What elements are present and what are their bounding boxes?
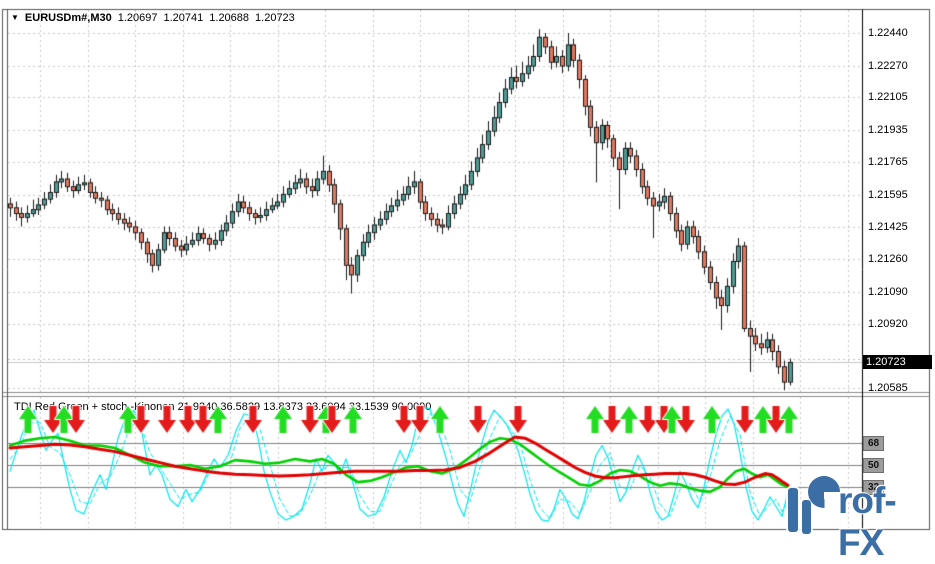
price-axis-label: 1.20920 — [868, 318, 908, 331]
indicator-level-badge: 32 — [863, 480, 884, 495]
bid-price-badge: 1.20723 — [863, 354, 932, 369]
price-axis-label: 1.21090 — [868, 285, 908, 298]
price-axis-label: 1.21425 — [868, 221, 908, 234]
price-axis-label: 1.21260 — [868, 253, 908, 266]
price-axis-label: 1.22270 — [868, 59, 908, 72]
ohlc-close-value: 1.20723 — [255, 12, 295, 24]
chart-surface-canvas[interactable] — [0, 0, 935, 539]
chart-header: ▼ EURUSDm#,M30 1.20697 1.20741 1.20688 1… — [11, 12, 295, 24]
price-axis-label: 1.21595 — [868, 188, 908, 201]
indicator-name-label: TDI Red Green + stoch -Kinonen — [14, 401, 175, 413]
indicator-level-badge: 68 — [863, 436, 884, 452]
indicator-title: TDI Red Green + stoch -Kinonen 21.9340 3… — [14, 401, 431, 413]
price-axis-label: 1.21765 — [868, 156, 908, 169]
price-axis-label: 1.22105 — [868, 91, 908, 104]
ohlc-high-value: 1.20741 — [163, 12, 204, 24]
price-axis-label: 1.20585 — [868, 382, 908, 395]
price-axis-label: 1.22440 — [868, 27, 908, 39]
indicator-level-badge: 50 — [863, 458, 884, 474]
symbol-dropdown-icon[interactable]: ▼ — [11, 13, 19, 22]
ohlc-open-value: 1.20697 — [117, 12, 158, 24]
symbol-period-label: EURUSDm#,M30 — [24, 12, 112, 24]
indicator-values-label: 21.9340 36.5829 13.8373 33.6094 33.1539 … — [177, 401, 432, 413]
ohlc-low-value: 1.20688 — [209, 12, 250, 24]
price-axis-label: 1.21935 — [868, 123, 908, 136]
